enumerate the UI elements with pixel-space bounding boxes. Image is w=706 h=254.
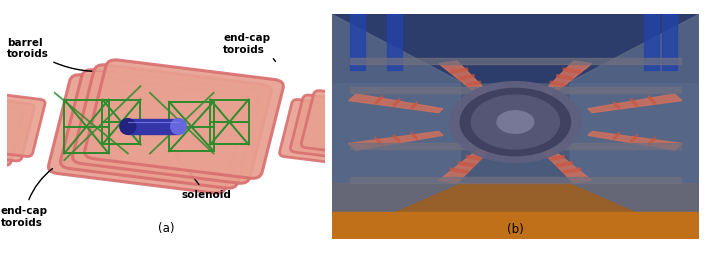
FancyBboxPatch shape xyxy=(0,91,45,157)
Bar xyxy=(350,59,681,65)
Polygon shape xyxy=(614,102,619,110)
Polygon shape xyxy=(541,62,592,96)
Polygon shape xyxy=(588,95,682,113)
Polygon shape xyxy=(349,132,443,150)
Bar xyxy=(644,15,659,71)
FancyBboxPatch shape xyxy=(301,91,395,157)
Polygon shape xyxy=(563,69,580,74)
Polygon shape xyxy=(376,96,383,105)
Text: end-cap
toroids: end-cap toroids xyxy=(223,33,275,62)
Polygon shape xyxy=(563,168,580,174)
Polygon shape xyxy=(412,102,417,110)
Text: barrel
toroids: barrel toroids xyxy=(7,38,116,72)
Polygon shape xyxy=(393,135,400,144)
Text: (b): (b) xyxy=(507,223,524,235)
Text: (a): (a) xyxy=(157,221,174,234)
Bar xyxy=(387,15,402,71)
Circle shape xyxy=(497,111,534,134)
Polygon shape xyxy=(557,75,573,81)
Bar xyxy=(350,88,681,93)
Bar xyxy=(662,15,677,71)
Polygon shape xyxy=(570,15,699,239)
Polygon shape xyxy=(450,168,467,174)
Bar xyxy=(350,15,365,71)
Text: solenoid: solenoid xyxy=(161,137,232,200)
Polygon shape xyxy=(393,99,400,108)
FancyBboxPatch shape xyxy=(0,100,23,166)
Polygon shape xyxy=(541,149,592,183)
FancyBboxPatch shape xyxy=(61,70,259,188)
Text: end-cap
toroids: end-cap toroids xyxy=(1,169,52,227)
Polygon shape xyxy=(376,137,383,147)
Polygon shape xyxy=(648,137,655,147)
Circle shape xyxy=(472,96,559,149)
Polygon shape xyxy=(614,132,619,140)
Bar xyxy=(332,212,699,239)
Polygon shape xyxy=(648,96,655,105)
Ellipse shape xyxy=(120,119,136,135)
Polygon shape xyxy=(467,156,481,161)
Polygon shape xyxy=(458,162,474,167)
FancyBboxPatch shape xyxy=(290,96,383,161)
Polygon shape xyxy=(412,132,417,140)
Polygon shape xyxy=(588,132,682,150)
Bar xyxy=(350,177,681,183)
FancyBboxPatch shape xyxy=(280,100,373,166)
Polygon shape xyxy=(631,99,638,108)
Bar xyxy=(332,15,699,82)
Polygon shape xyxy=(349,95,443,113)
Circle shape xyxy=(449,82,582,163)
Ellipse shape xyxy=(171,119,186,135)
Bar xyxy=(332,183,699,239)
Bar xyxy=(350,144,681,149)
FancyBboxPatch shape xyxy=(85,61,283,179)
Polygon shape xyxy=(439,62,490,96)
FancyBboxPatch shape xyxy=(0,96,34,161)
Polygon shape xyxy=(550,156,564,161)
Polygon shape xyxy=(557,162,573,167)
Polygon shape xyxy=(631,135,638,144)
Polygon shape xyxy=(458,75,474,81)
FancyBboxPatch shape xyxy=(73,66,271,184)
FancyBboxPatch shape xyxy=(49,75,247,193)
Polygon shape xyxy=(439,149,490,183)
Bar xyxy=(128,119,179,135)
Polygon shape xyxy=(332,15,460,239)
Circle shape xyxy=(460,89,570,156)
Polygon shape xyxy=(450,69,467,74)
Polygon shape xyxy=(467,82,481,87)
Polygon shape xyxy=(550,82,564,87)
